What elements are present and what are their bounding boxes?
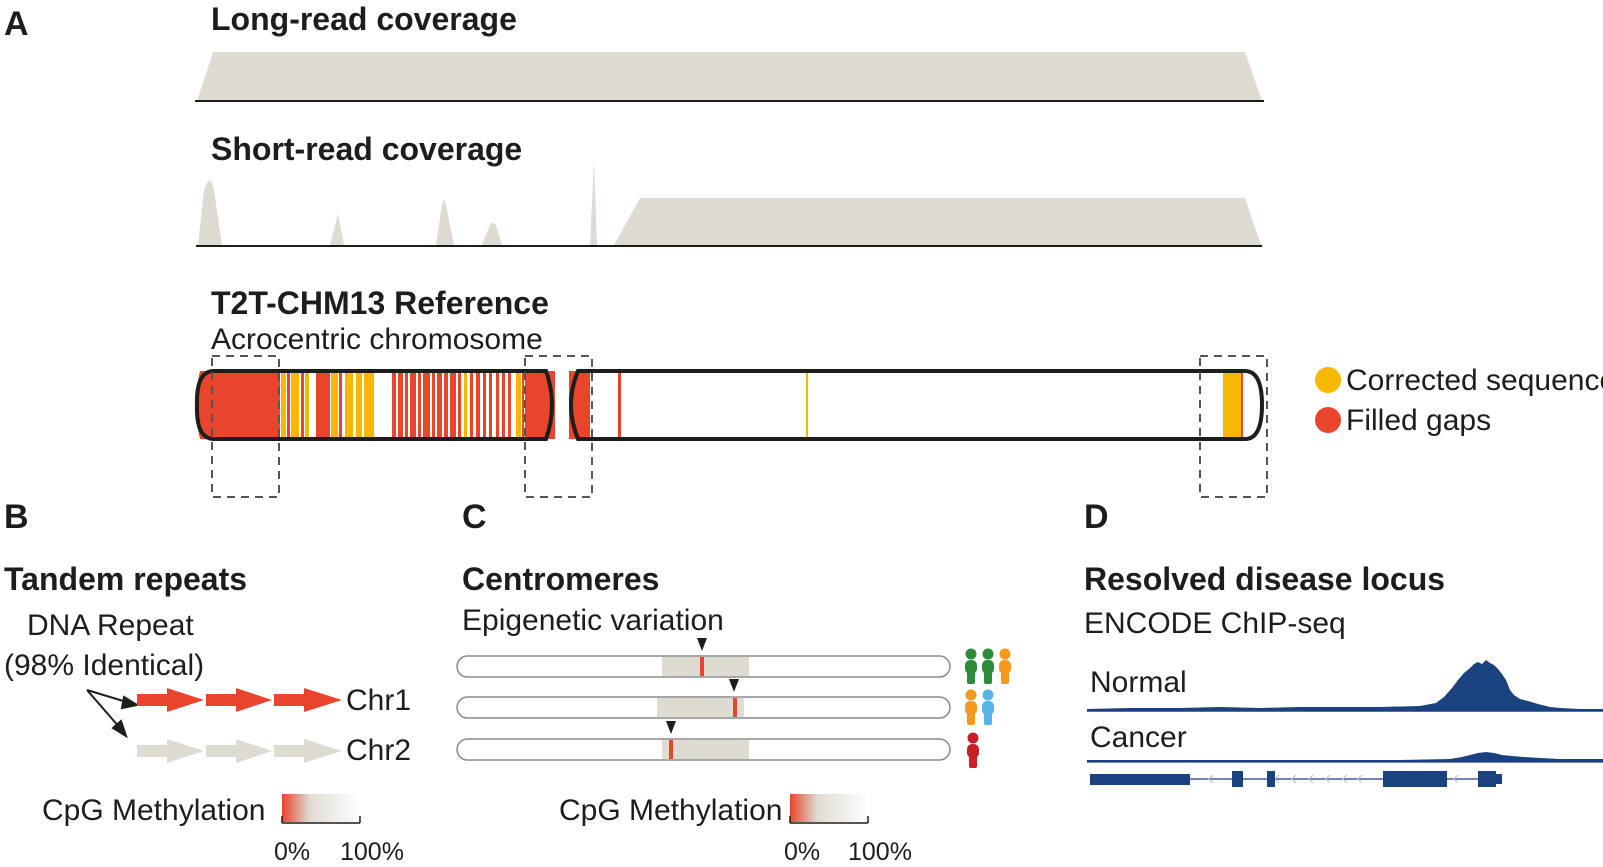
- repeat-pointer-arrows: [86, 689, 140, 739]
- gene-exon: [1232, 771, 1243, 787]
- person-icon: [999, 648, 1011, 684]
- gene-model: [1090, 771, 1502, 787]
- person-icon: [982, 689, 994, 725]
- panel-b-title: Tandem repeats: [4, 561, 247, 597]
- panel-c-methylation-label: CpG Methylation: [559, 794, 782, 827]
- gene-exon: [1478, 771, 1496, 787]
- panel-c-scale-min: 0%: [784, 838, 820, 866]
- callout-box-centromere: [524, 355, 593, 498]
- short-read-coverage-track: Short-read coverage: [196, 131, 1262, 247]
- centromere-haplotype: [456, 721, 951, 761]
- reference-title: T2T-CHM13 Reference: [211, 285, 549, 321]
- panel-d-title: Resolved disease locus: [1084, 561, 1445, 597]
- panel-c-scale-max: 100%: [848, 838, 912, 866]
- chr1-label: Chr1: [346, 684, 411, 717]
- normal-chip-signal: [1087, 660, 1603, 711]
- chromosome-q-arm-outline: [569, 369, 1265, 441]
- gene-exon: [1383, 771, 1447, 787]
- legend: Corrected sequence Filled gaps: [1315, 364, 1603, 437]
- centromere-haplotype: [456, 679, 951, 719]
- chr2-repeat-arrows: [137, 739, 342, 763]
- hypomethylated-dip: [700, 657, 704, 676]
- panel-b-letter: B: [4, 498, 29, 536]
- panel-c-letter: C: [462, 498, 487, 536]
- panel-a-letter: A: [4, 5, 29, 43]
- short-read-peak: [330, 214, 344, 245]
- panel-c-title: Centromeres: [462, 561, 659, 597]
- short-read-coverage-area: [614, 198, 1261, 245]
- panel-c-scale-axis: [789, 816, 869, 824]
- track-label-normal: Normal: [1090, 666, 1187, 699]
- hypomethylated-dip: [733, 698, 737, 717]
- chromosome-q-arm-fill: [569, 371, 1243, 439]
- panel-b-scale-max: 100%: [340, 838, 404, 866]
- panel-b-scale-min: 0%: [274, 838, 310, 866]
- panel-b-scale-axis: [281, 816, 361, 824]
- panel-d-letter: D: [1084, 498, 1109, 536]
- legend-swatch-filled: [1315, 407, 1341, 433]
- centromere-region: [662, 657, 749, 676]
- repeat-label-line2: (98% Identical): [4, 649, 204, 682]
- long-read-title: Long-read coverage: [211, 1, 517, 37]
- gene-exon: [1496, 774, 1502, 784]
- legend-label-filled: Filled gaps: [1346, 404, 1491, 437]
- centromere-region: [657, 698, 744, 717]
- legend-label-corrected: Corrected sequence: [1346, 364, 1603, 397]
- person-icon: [965, 648, 977, 684]
- callout-box-disease-locus: [1199, 355, 1268, 498]
- person-icons-row-1: [965, 648, 1011, 684]
- cancer-chip-signal: [1087, 752, 1603, 762]
- short-read-peak: [198, 181, 222, 245]
- panel-b-methylation-gradient: [282, 794, 360, 822]
- dip-marker-icon: [697, 638, 707, 651]
- person-icons-row-3: [967, 732, 979, 768]
- chromosome-p-arm-fill: [196, 371, 555, 439]
- centromere-haplotype: [456, 638, 951, 678]
- gene-strand-chevrons: [1208, 774, 1459, 784]
- long-read-coverage-area: [197, 52, 1262, 101]
- long-read-coverage-track: Long-read coverage: [195, 1, 1264, 102]
- short-read-peak: [436, 200, 454, 245]
- hypomethylated-dip: [669, 740, 673, 759]
- chromosome-p-arm-outline: [194, 369, 554, 441]
- chr1-repeat-arrows: [137, 688, 342, 712]
- reference-subtitle: Acrocentric chromosome: [211, 323, 543, 356]
- gene-exon: [1267, 771, 1275, 787]
- short-read-peak: [482, 223, 502, 245]
- short-read-peak: [590, 160, 597, 245]
- panel-d-subtitle: ENCODE ChIP-seq: [1084, 607, 1346, 640]
- callout-box-tandem-repeats: [211, 355, 280, 498]
- dip-marker-icon: [666, 721, 676, 734]
- panel-c-subtitle: Epigenetic variation: [462, 604, 724, 637]
- reference-heading: T2T-CHM13 Reference Acrocentric chromoso…: [211, 285, 549, 356]
- panel-b-methylation-label: CpG Methylation: [42, 794, 265, 827]
- panel-c-methylation-gradient: [790, 794, 868, 822]
- chr2-label: Chr2: [346, 734, 411, 767]
- short-read-title: Short-read coverage: [211, 131, 522, 167]
- legend-swatch-corrected: [1315, 367, 1341, 393]
- person-icon: [965, 689, 977, 725]
- dip-marker-icon: [729, 679, 739, 692]
- person-icon: [967, 732, 979, 768]
- person-icon: [982, 648, 994, 684]
- person-icons-row-2: [965, 689, 994, 725]
- track-label-cancer: Cancer: [1090, 721, 1187, 754]
- repeat-label-line1: DNA Repeat: [27, 609, 194, 642]
- gene-exon: [1090, 774, 1190, 785]
- centromere-region: [662, 740, 749, 759]
